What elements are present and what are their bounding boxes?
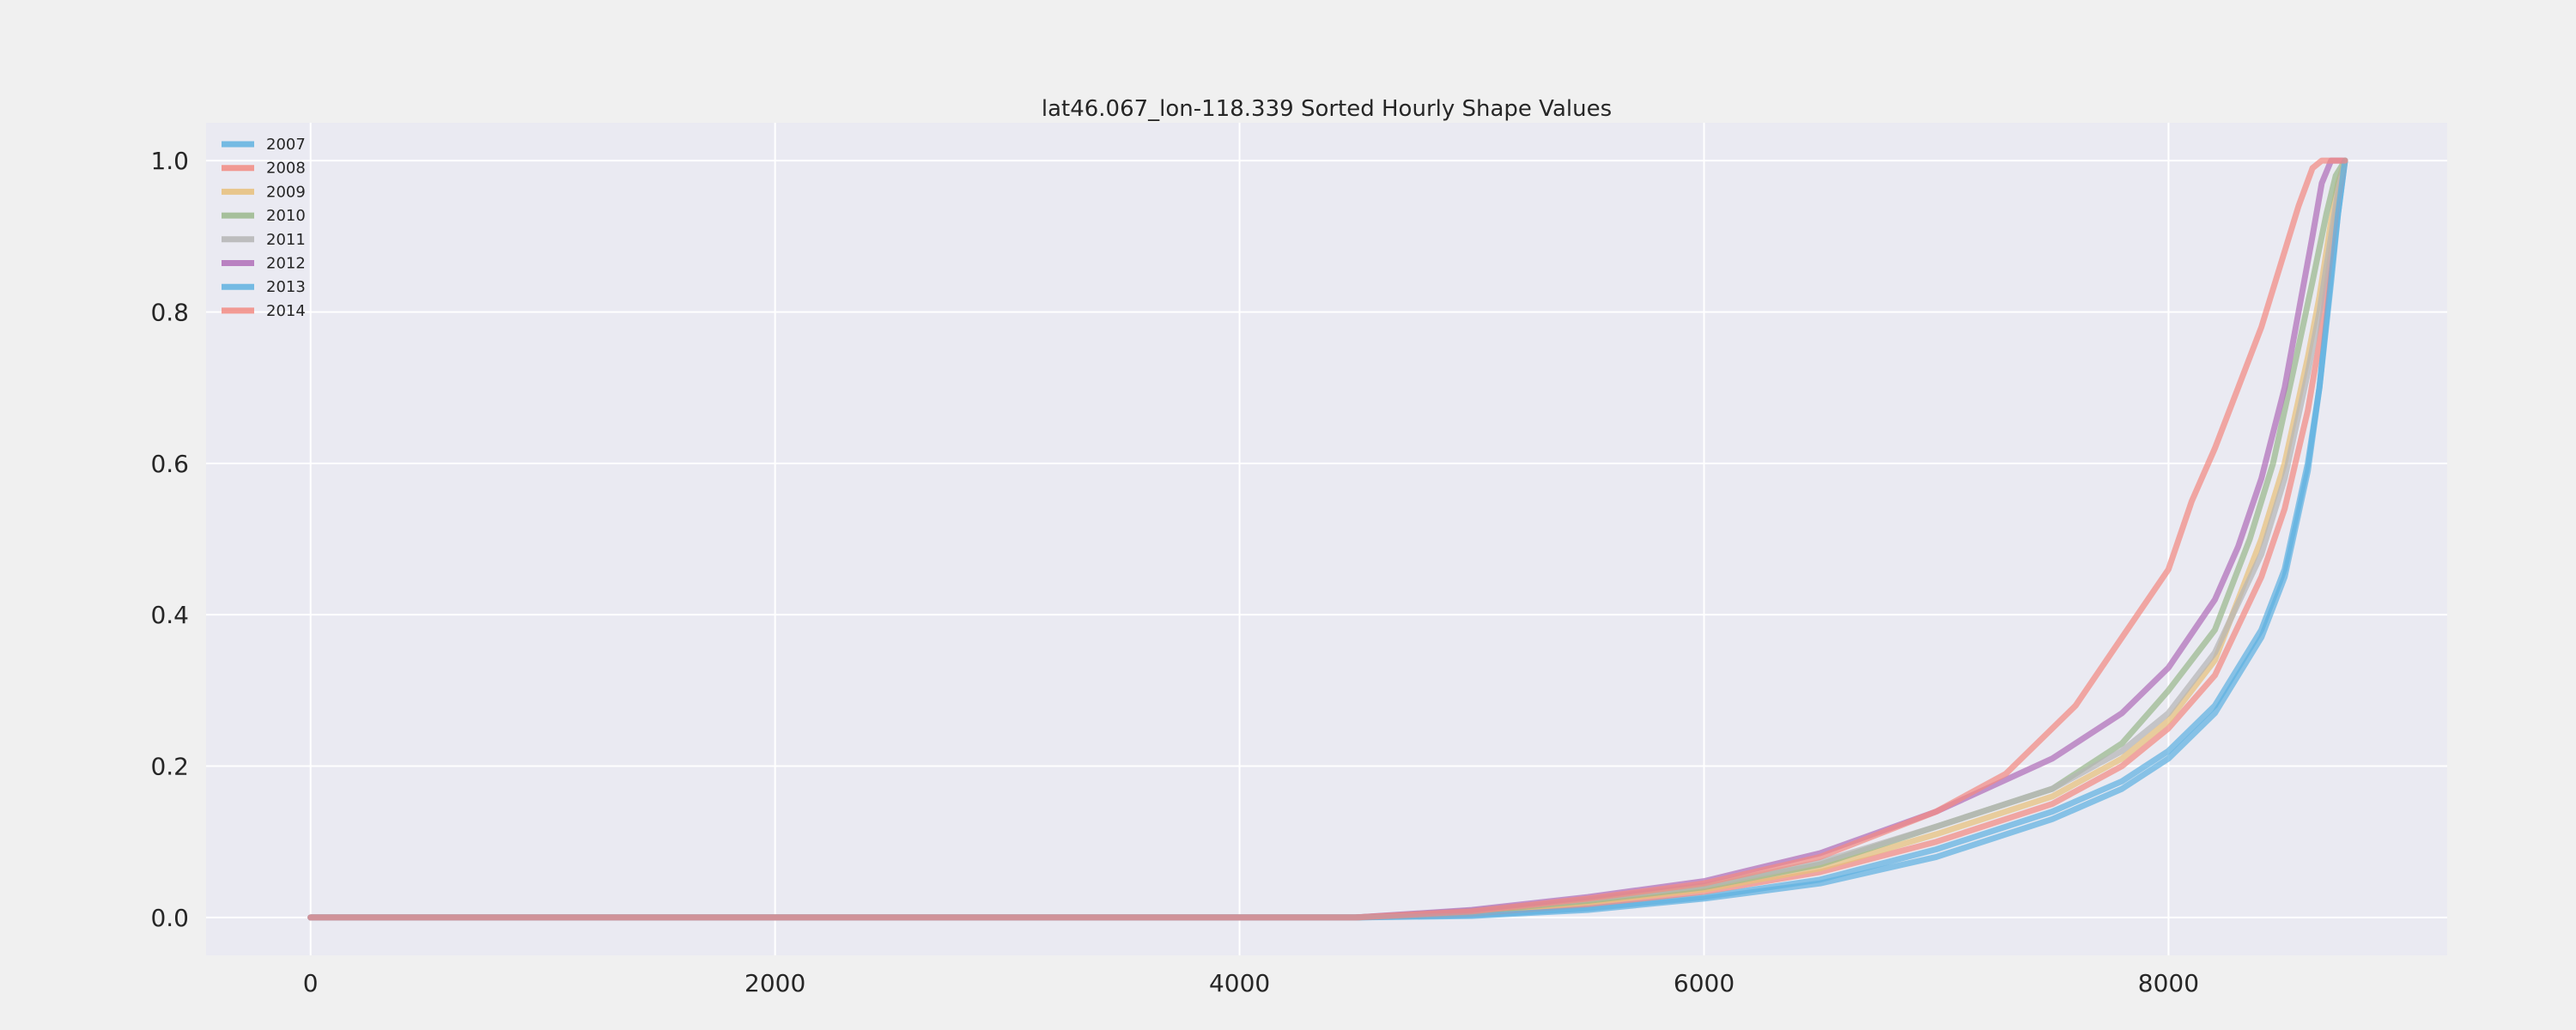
legend-label-2014: 2014 — [266, 302, 306, 320]
legend-label-2012: 2012 — [266, 255, 306, 273]
chart-title: lat46.067_lon-118.339 Sorted Hourly Shap… — [1042, 96, 1612, 122]
series-line-2014 — [307, 157, 2348, 921]
legend-label-2011: 2011 — [266, 231, 306, 249]
x-tick-label: 4000 — [1209, 969, 1270, 997]
legend-label-2009: 2009 — [266, 183, 306, 201]
legend-label-2007: 2007 — [266, 136, 306, 154]
y-tick-label: 0.8 — [150, 298, 189, 326]
x-tick-label: 2000 — [744, 969, 805, 997]
x-tick-label: 6000 — [1674, 969, 1735, 997]
y-tick-label: 0.2 — [150, 753, 189, 781]
legend: 2007 2008 2009 2010 2011 2012 2013 2014 — [222, 136, 306, 320]
x-tick-label: 0 — [303, 969, 319, 997]
legend-label-2008: 2008 — [266, 160, 306, 178]
y-tick-label: 1.0 — [150, 147, 189, 175]
y-tick-label: 0.4 — [150, 601, 189, 629]
legend-label-2010: 2010 — [266, 207, 306, 225]
x-tick-label: 8000 — [2138, 969, 2199, 997]
tick-labels: 0 2000 4000 6000 8000 0.0 0.2 0.4 0.6 0.8 1.0 — [150, 147, 2199, 997]
series-layer — [307, 157, 2348, 921]
y-tick-label: 0.0 — [150, 904, 189, 932]
y-tick-label: 0.6 — [150, 450, 189, 478]
plot-background — [206, 123, 2447, 955]
series-line-2013 — [307, 157, 2348, 921]
legend-label-2013: 2013 — [266, 278, 306, 296]
